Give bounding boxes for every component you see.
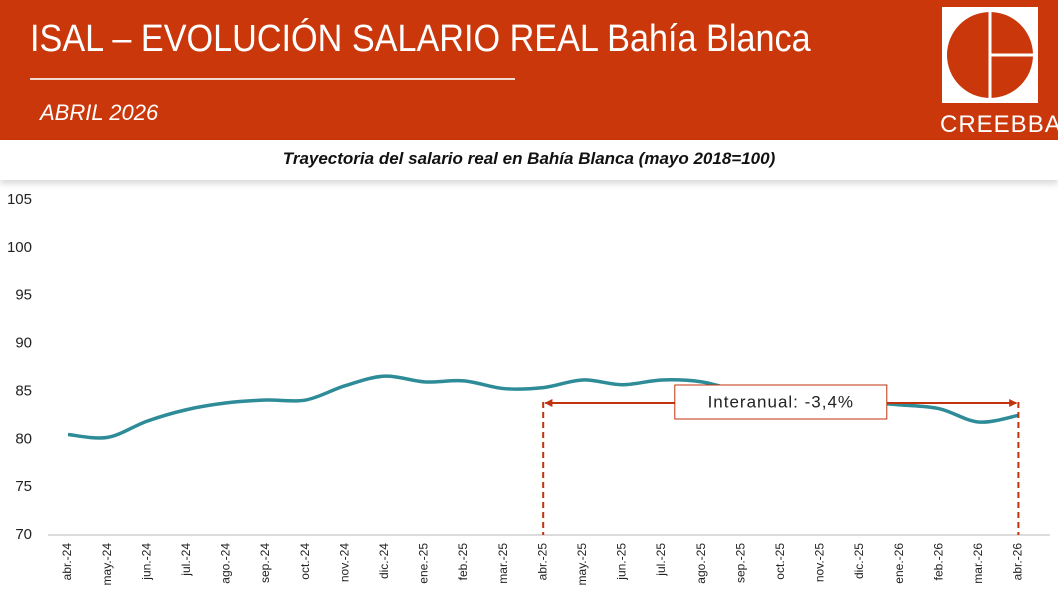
- x-tick-label: abr.-25: [535, 543, 549, 581]
- x-tick-label: ene.-25: [417, 543, 431, 584]
- x-tick-label: may.-24: [100, 543, 114, 586]
- chart-title: Trayectoria del salario real en Bahía Bl…: [0, 140, 1058, 180]
- x-tick-label: may.-25: [575, 543, 589, 586]
- divider: [30, 78, 515, 80]
- y-tick-label: 95: [15, 287, 32, 304]
- x-tick-label: ene.-26: [892, 543, 906, 584]
- logo-text: CREEBBA: [940, 111, 1058, 138]
- x-tick-label: mar.-25: [496, 543, 510, 584]
- x-tick-label: feb.-26: [931, 543, 945, 581]
- x-tick-label: dic.-25: [852, 543, 866, 579]
- annotation-text: Interanual: -3,4%: [708, 392, 854, 411]
- x-tick-label: sep.-25: [733, 543, 747, 583]
- x-tick-label: jul.-25: [654, 543, 668, 577]
- y-tick-label: 100: [7, 239, 32, 256]
- header: ISAL – EVOLUCIÓN SALARIO REAL Bahía Blan…: [0, 0, 1058, 140]
- y-tick-label: 80: [15, 430, 32, 447]
- x-tick-label: nov.-25: [813, 543, 827, 582]
- annotation-box: [674, 384, 888, 420]
- report-date: ABRIL 2026: [40, 100, 159, 125]
- x-tick-label: oct.-25: [773, 543, 787, 580]
- x-tick-label: oct.-24: [298, 543, 312, 580]
- x-tick-label: abr.-26: [1011, 543, 1025, 581]
- y-tick-label: 90: [15, 335, 32, 352]
- x-tick-label: ago.-25: [694, 543, 708, 584]
- y-tick-label: 75: [15, 478, 32, 495]
- y-tick-label: 70: [15, 526, 32, 543]
- logo-mark: [942, 7, 1038, 103]
- x-tick-label: ago.-24: [219, 543, 233, 584]
- page-title: ISAL – EVOLUCIÓN SALARIO REAL Bahía Blan…: [30, 18, 811, 60]
- x-tick-label: nov.-24: [337, 543, 351, 582]
- x-tick-label: mar.-26: [971, 543, 985, 584]
- x-tick-label: jun.-25: [615, 543, 629, 581]
- y-tick-label: 85: [15, 382, 32, 399]
- y-tick-label: 105: [7, 191, 32, 208]
- x-tick-label: sep.-24: [258, 543, 272, 583]
- x-tick-label: abr.-24: [60, 543, 74, 581]
- x-tick-label: dic.-24: [377, 543, 391, 579]
- logo: CREEBBA: [940, 5, 1058, 138]
- x-tick-label: jul.-24: [179, 543, 193, 577]
- x-tick-label: jun.-24: [139, 543, 153, 581]
- x-tick-label: feb.-25: [456, 543, 470, 581]
